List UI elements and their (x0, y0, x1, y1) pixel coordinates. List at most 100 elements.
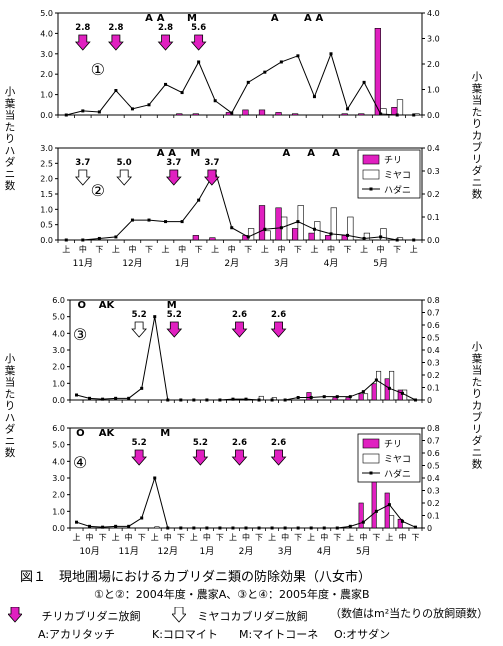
right-axis-title: り (472, 388, 483, 400)
y2-tick-label: 0.8 (427, 296, 440, 305)
miyako-bar (347, 216, 354, 241)
x-tick-label: 上 (261, 245, 269, 254)
hadani-point (231, 397, 235, 401)
abbrev-A: A:アカリタッチ (38, 628, 116, 641)
x-tick-label: 上 (112, 533, 120, 542)
legend-chiri-label: チリカブリダニ放飼 (41, 610, 141, 623)
hadani-point (147, 103, 151, 107)
hadani-point (64, 113, 68, 117)
month-label: 11月 (73, 258, 93, 269)
y-tick-label: 0.0 (52, 524, 65, 533)
x-tick-label: 上 (410, 245, 418, 254)
y2-tick-label: 0.2 (427, 190, 440, 199)
chiri-release-arrow (231, 449, 248, 466)
hadani-point (322, 526, 326, 530)
pesticide-letter: O (76, 428, 85, 439)
chiri-bar (192, 113, 199, 116)
miyako-release-arrow (116, 169, 133, 186)
hadani-point (114, 89, 118, 93)
y2-tick-label: 3.0 (427, 35, 440, 44)
month-label: 2月 (239, 546, 254, 557)
right-axis-title: た (472, 106, 483, 118)
chiri-bar (308, 232, 315, 241)
hadani-point (75, 393, 79, 397)
right-axis-title: ブ (472, 141, 483, 154)
chiri-bar (371, 383, 377, 401)
chiri-bar (258, 109, 266, 116)
miyako-release-arrow (131, 321, 147, 338)
month-label: 4月 (324, 258, 339, 269)
hadani-point (140, 516, 144, 520)
abbrev-K: K:コロマイト (152, 628, 218, 641)
chiri-release-arrow (108, 34, 124, 51)
hadani-point (348, 395, 352, 399)
right-axis-title: 葉 (472, 82, 483, 95)
hadani-point (279, 226, 283, 230)
right-axis-title: 当 (472, 94, 483, 107)
y-tick-label: 2.5 (40, 159, 53, 168)
pesticide-letter: A (282, 148, 290, 159)
release-label: 2.8 (75, 23, 90, 33)
miyako-bar (330, 207, 337, 241)
hadani-point (197, 60, 201, 64)
panel-number: ④ (73, 453, 87, 472)
y-tick-label: 6.0 (52, 296, 65, 305)
release-label: 3.7 (166, 158, 181, 168)
right-axis-title: 数 (472, 188, 483, 201)
miyako-bar (154, 526, 160, 529)
y-tick-label: 0.0 (52, 396, 65, 405)
left-axis-title: ダ (5, 156, 16, 169)
hadani-point (140, 386, 144, 390)
month-label: 5月 (356, 546, 371, 557)
left-axis-title: ニ (5, 435, 16, 447)
chiri-bar (374, 27, 381, 116)
x-tick-label: 上 (62, 245, 70, 254)
y-tick-label: 1.0 (40, 205, 53, 214)
hadani-point (395, 238, 399, 242)
miyako-bar (396, 99, 404, 116)
pesticide-letter: M (160, 428, 170, 439)
right-axis-title: 小 (472, 71, 483, 83)
x-tick-label: 上 (307, 533, 315, 542)
hadani-point (179, 526, 183, 530)
chiri-release-arrow (74, 34, 91, 51)
y-tick-label: 3.0 (52, 474, 65, 483)
panel-number: ② (91, 181, 105, 200)
y2-tick-label: 0.0 (427, 236, 440, 245)
legend-miyako-release: ミヤコカブリダニ放飼 (171, 604, 308, 624)
right-axis-title: 当 (472, 364, 483, 377)
x-tick-label: 上 (73, 533, 81, 542)
hadani-point (192, 526, 196, 530)
y2-tick-label: 0.8 (427, 424, 440, 433)
hadani-point (218, 526, 222, 530)
x-tick-label: 中 (228, 244, 236, 254)
abbrev-O: O:オサダン (334, 628, 391, 641)
hadani-point (312, 227, 316, 231)
hadani-point (153, 315, 157, 319)
hadani-point (400, 391, 404, 395)
pesticide-letter: A (157, 13, 165, 24)
release-label: 5.2 (193, 438, 208, 448)
month-label: 3月 (278, 546, 293, 557)
release-label: 3.7 (75, 158, 90, 168)
x-tick-label: 下 (244, 245, 252, 254)
x-tick-label: 中 (86, 532, 94, 542)
hadani-point (413, 398, 417, 402)
hadani-point (387, 386, 391, 390)
hadani-point (296, 220, 300, 224)
y-tick-label: 3.0 (40, 144, 53, 153)
hadani-point (166, 526, 170, 530)
release-label: 5.2 (167, 310, 182, 320)
hadani-point (263, 70, 267, 74)
chiri-bar (258, 205, 266, 241)
pesticide-letter: M (190, 148, 200, 159)
legend-hadani-point (369, 187, 373, 191)
left-axis-title: ダ (5, 423, 16, 436)
hadani-point (361, 520, 365, 524)
chiri-bar (176, 113, 183, 116)
legend-chiri-swatch (362, 438, 380, 449)
y-tick-label: 5.0 (52, 313, 65, 322)
legend-hadani-text: ハダニ (384, 468, 411, 480)
y-tick-label: 2.0 (40, 175, 53, 184)
y2-tick-label: 0.1 (427, 213, 440, 222)
